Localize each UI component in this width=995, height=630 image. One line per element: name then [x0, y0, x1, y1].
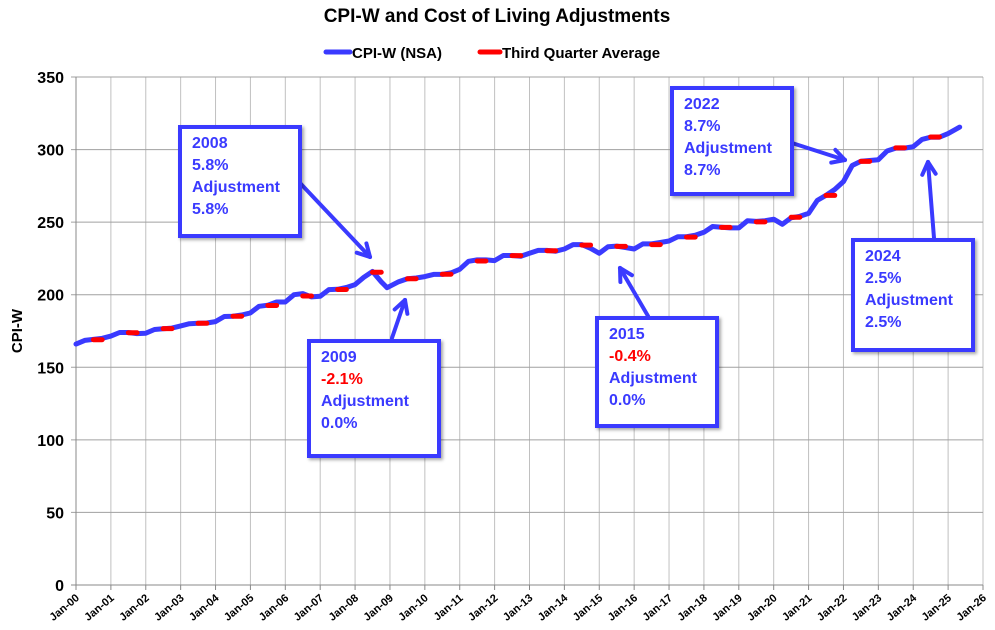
annotation-label: Adjustment: [609, 370, 697, 387]
x-tick-label: Jan-12: [466, 592, 500, 624]
x-tick-label: Jan-13: [501, 592, 535, 624]
y-tick-label: 350: [37, 70, 64, 87]
annotation-year: 2015: [609, 326, 645, 343]
annotation-box-2015: 2015 -0.4% Adjustment 0.0%: [595, 316, 719, 428]
arrow-head-icon: [829, 158, 847, 165]
annotation-box-2008: 2008 5.8% Adjustment 5.8%: [178, 125, 302, 238]
annotation-year: 2024: [865, 248, 901, 265]
arrow-head-icon: [926, 160, 938, 176]
y-tick-label: 300: [37, 143, 64, 160]
series: [73, 124, 963, 347]
annotation-adjustment: 0.0%: [609, 392, 646, 409]
arrow-head-icon: [354, 250, 372, 259]
annotation-cpi-change: -2.1%: [321, 371, 363, 388]
annotation-adjustment: 5.8%: [192, 201, 229, 218]
x-tick-label: Jan-11: [432, 592, 466, 623]
x-tick-label: Jan-24: [885, 592, 920, 624]
x-tick-label: Jan-03: [152, 592, 186, 624]
annotation-arrow: [926, 160, 936, 240]
legend-label-cpiw: CPI-W (NSA): [352, 45, 442, 62]
y-tick-label: 150: [37, 360, 64, 377]
annotation-arrow: [390, 298, 407, 340]
annotation-label: Adjustment: [684, 140, 772, 157]
annotation-label: Adjustment: [865, 292, 953, 309]
annotation-adjustment: 8.7%: [684, 162, 721, 179]
chart-title: CPI-W and Cost of Living Adjustments: [324, 6, 671, 27]
x-tick-label: Jan-23: [850, 592, 884, 624]
annotation-cpi-change: -0.4%: [609, 348, 651, 365]
annotation-box-2024: 2024 2.5% Adjustment 2.5%: [851, 238, 975, 352]
x-tick-label: Jan-09: [361, 592, 395, 624]
arrow-head-icon: [618, 266, 634, 278]
legend: CPI-W (NSA) Third Quarter Average: [323, 45, 660, 62]
x-tick-label: Jan-05: [222, 592, 256, 624]
y-tick-label: 250: [37, 215, 64, 232]
x-tick-label: Jan-01: [82, 592, 116, 624]
x-tick-label: Jan-02: [117, 592, 151, 624]
annotation-box-2009: 2009 -2.1% Adjustment 0.0%: [307, 339, 441, 458]
arrow-head-icon: [403, 298, 410, 316]
y-tick-label: 100: [37, 433, 64, 450]
x-tick-label: Jan-25: [920, 592, 954, 624]
y-tick-label: 0: [55, 578, 64, 595]
x-tick-label: Jan-19: [710, 592, 744, 624]
x-tick-label: Jan-18: [675, 592, 709, 624]
x-tick-label: Jan-20: [745, 592, 779, 624]
x-tick-label: Jan-04: [187, 592, 222, 624]
y-tick-label: 200: [37, 288, 64, 305]
x-tick-label: Jan-21: [780, 592, 814, 624]
y-axis-label: CPI-W: [9, 308, 26, 353]
annotation-arrow: [298, 181, 372, 259]
x-tick-label: Jan-08: [327, 592, 361, 624]
legend-label-q3: Third Quarter Average: [502, 45, 660, 62]
annotation-arrow: [790, 141, 847, 162]
annotation-label: Adjustment: [192, 179, 280, 196]
annotation-year: 2009: [321, 349, 357, 366]
annotation-adjustment: 0.0%: [321, 415, 358, 432]
annotation-adjustment: 2.5%: [865, 314, 902, 331]
x-tick-label: Jan-17: [641, 592, 675, 624]
annotation-year: 2022: [684, 96, 720, 113]
annotation-box-2022: 2022 8.7% Adjustment 8.7%: [670, 86, 794, 196]
annotation-arrows: [298, 141, 938, 340]
x-tick-label: Jan-07: [292, 592, 326, 624]
annotation-cpi-change: 2.5%: [865, 270, 902, 287]
x-tick-label: Jan-06: [257, 592, 291, 624]
x-tick-label: Jan-00: [48, 592, 82, 624]
x-tick-label: Jan-15: [571, 592, 605, 624]
x-tick-label: Jan-14: [536, 592, 571, 624]
x-tick-label: Jan-22: [815, 592, 849, 624]
x-tick-label: Jan-26: [955, 592, 989, 624]
annotation-year: 2008: [192, 135, 228, 152]
x-tick-label: Jan-16: [606, 592, 640, 624]
annotation-cpi-change: 8.7%: [684, 118, 721, 135]
x-tick-label: Jan-10: [396, 592, 430, 624]
y-tick-label: 50: [46, 505, 64, 522]
annotation-label: Adjustment: [321, 393, 409, 410]
annotation-arrow: [618, 266, 650, 318]
annotation-cpi-change: 5.8%: [192, 157, 229, 174]
